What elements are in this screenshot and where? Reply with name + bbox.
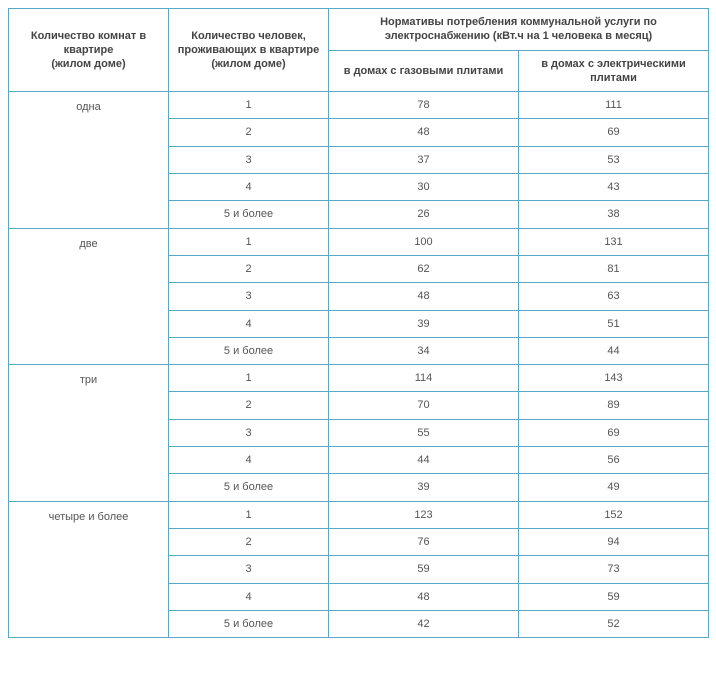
electric-value-cell: 73 xyxy=(519,556,709,583)
room-cell: одна xyxy=(9,92,169,228)
gas-value-cell: 70 xyxy=(329,392,519,419)
gas-value-cell: 26 xyxy=(329,201,519,228)
room-cell: четыре и более xyxy=(9,501,169,637)
table-body: одна1781112486933753430435 и более2638дв… xyxy=(9,92,709,638)
gas-value-cell: 34 xyxy=(329,337,519,364)
gas-value-cell: 114 xyxy=(329,365,519,392)
header-electric: в домах с электрическими плитами xyxy=(519,50,709,92)
people-cell: 4 xyxy=(169,447,329,474)
gas-value-cell: 42 xyxy=(329,610,519,637)
electric-value-cell: 81 xyxy=(519,255,709,282)
people-cell: 2 xyxy=(169,392,329,419)
gas-value-cell: 30 xyxy=(329,174,519,201)
table-row: четыре и более1123152 xyxy=(9,501,709,528)
electric-value-cell: 94 xyxy=(519,528,709,555)
people-cell: 1 xyxy=(169,92,329,119)
electric-value-cell: 53 xyxy=(519,146,709,173)
header-gas: в домах с газовыми плитами xyxy=(329,50,519,92)
gas-value-cell: 48 xyxy=(329,119,519,146)
people-cell: 3 xyxy=(169,419,329,446)
people-cell: 5 и более xyxy=(169,610,329,637)
gas-value-cell: 55 xyxy=(329,419,519,446)
header-people: Количество человек, проживающих в кварти… xyxy=(169,9,329,92)
gas-value-cell: 76 xyxy=(329,528,519,555)
table-row: три1114143 xyxy=(9,365,709,392)
electric-value-cell: 56 xyxy=(519,447,709,474)
electric-value-cell: 69 xyxy=(519,119,709,146)
gas-value-cell: 39 xyxy=(329,474,519,501)
people-cell: 4 xyxy=(169,174,329,201)
gas-value-cell: 123 xyxy=(329,501,519,528)
gas-value-cell: 37 xyxy=(329,146,519,173)
gas-value-cell: 44 xyxy=(329,447,519,474)
electric-value-cell: 44 xyxy=(519,337,709,364)
electric-value-cell: 51 xyxy=(519,310,709,337)
consumption-norms-table: Количество комнат в квартире(жилом доме)… xyxy=(8,8,709,638)
people-cell: 1 xyxy=(169,365,329,392)
electric-value-cell: 69 xyxy=(519,419,709,446)
gas-value-cell: 48 xyxy=(329,283,519,310)
electric-value-cell: 38 xyxy=(519,201,709,228)
table-header: Количество комнат в квартире(жилом доме)… xyxy=(9,9,709,92)
header-rooms: Количество комнат в квартире(жилом доме) xyxy=(9,9,169,92)
electric-value-cell: 63 xyxy=(519,283,709,310)
people-cell: 2 xyxy=(169,528,329,555)
room-cell: две xyxy=(9,228,169,364)
people-cell: 2 xyxy=(169,255,329,282)
people-cell: 3 xyxy=(169,146,329,173)
people-cell: 4 xyxy=(169,583,329,610)
gas-value-cell: 48 xyxy=(329,583,519,610)
electric-value-cell: 111 xyxy=(519,92,709,119)
electric-value-cell: 143 xyxy=(519,365,709,392)
people-cell: 3 xyxy=(169,556,329,583)
electric-value-cell: 49 xyxy=(519,474,709,501)
gas-value-cell: 78 xyxy=(329,92,519,119)
people-cell: 5 и более xyxy=(169,474,329,501)
electric-value-cell: 89 xyxy=(519,392,709,419)
people-cell: 1 xyxy=(169,228,329,255)
table-row: одна178111 xyxy=(9,92,709,119)
room-cell: три xyxy=(9,365,169,501)
electric-value-cell: 59 xyxy=(519,583,709,610)
gas-value-cell: 59 xyxy=(329,556,519,583)
electric-value-cell: 131 xyxy=(519,228,709,255)
table-row: две1100131 xyxy=(9,228,709,255)
people-cell: 3 xyxy=(169,283,329,310)
header-norms-title: Нормативы потребления коммунальной услуг… xyxy=(329,9,709,51)
electric-value-cell: 43 xyxy=(519,174,709,201)
gas-value-cell: 100 xyxy=(329,228,519,255)
electric-value-cell: 52 xyxy=(519,610,709,637)
gas-value-cell: 39 xyxy=(329,310,519,337)
people-cell: 1 xyxy=(169,501,329,528)
electric-value-cell: 152 xyxy=(519,501,709,528)
people-cell: 4 xyxy=(169,310,329,337)
people-cell: 5 и более xyxy=(169,337,329,364)
people-cell: 2 xyxy=(169,119,329,146)
people-cell: 5 и более xyxy=(169,201,329,228)
gas-value-cell: 62 xyxy=(329,255,519,282)
